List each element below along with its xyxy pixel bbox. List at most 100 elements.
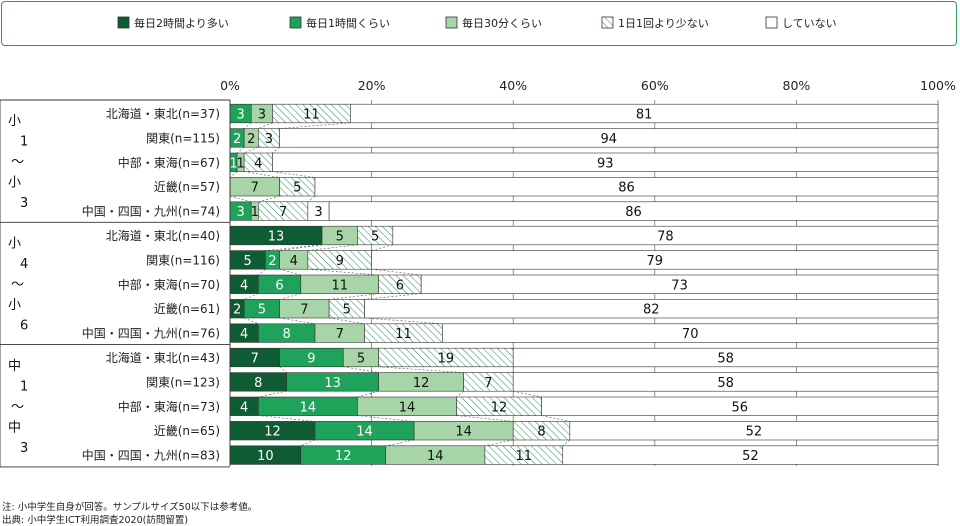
legend-swatch-3 xyxy=(601,16,614,29)
category-label: 中国・四国・九州(n=83) xyxy=(82,448,220,463)
connector-line xyxy=(258,390,287,398)
bar-segment xyxy=(371,250,939,270)
data-label: 7 xyxy=(484,376,492,391)
connector-line xyxy=(279,244,323,251)
data-label: 82 xyxy=(643,303,660,318)
legend-label-2: 毎日30分くらい xyxy=(462,17,542,30)
data-label: 2 xyxy=(233,132,241,147)
connector-line xyxy=(229,171,238,178)
legend-label-1: 毎日1時間くらい xyxy=(306,17,390,30)
data-label: 6 xyxy=(275,278,283,293)
source-note: 出典: 小中学生ICT利用調査2020(訪問留置) xyxy=(2,515,189,526)
group-label-part: 中 xyxy=(8,359,21,374)
connector-line xyxy=(456,390,464,398)
data-label: 11 xyxy=(303,108,320,123)
connector-line xyxy=(541,415,570,422)
data-label: 6 xyxy=(396,278,404,293)
x-tick-label-4: 80% xyxy=(783,78,811,93)
connector-line xyxy=(371,244,393,251)
data-label: 9 xyxy=(336,254,344,269)
group-label-0: 小 1 〜小 3 xyxy=(8,114,28,211)
data-label: 12 xyxy=(413,376,430,391)
data-label: 5 xyxy=(357,352,365,367)
connector-line xyxy=(258,415,315,422)
connector-line xyxy=(265,244,323,251)
legend-item-3: 1日1回より少ない xyxy=(601,16,709,30)
data-label: 13 xyxy=(324,376,341,391)
group-label-part: 小 xyxy=(8,236,21,251)
group-label-part: 4 xyxy=(20,257,28,272)
connector-line xyxy=(300,439,316,447)
data-label: 70 xyxy=(682,327,699,342)
connector-line xyxy=(329,293,379,300)
x-tick-label-2: 40% xyxy=(499,78,527,93)
data-label: 8 xyxy=(254,376,262,391)
category-label: 北海道・東北(n=43) xyxy=(106,350,220,365)
connector-line xyxy=(258,122,273,129)
connector-line xyxy=(279,366,287,373)
category-label: 北海道・東北(n=40) xyxy=(106,228,220,243)
connector-line xyxy=(244,146,259,154)
data-label: 2 xyxy=(233,303,241,318)
connector-line xyxy=(244,317,259,325)
data-label: 86 xyxy=(625,205,642,220)
data-label: 2 xyxy=(247,132,255,147)
bar-segment xyxy=(562,445,939,465)
data-label: 4 xyxy=(240,400,248,415)
data-label: 56 xyxy=(731,400,748,415)
connector-line xyxy=(456,415,514,422)
data-label: 52 xyxy=(742,449,759,464)
data-label: 14 xyxy=(455,425,472,440)
data-label: 11 xyxy=(516,449,533,464)
data-label: 4 xyxy=(290,254,298,269)
connector-line xyxy=(357,390,379,398)
connector-line xyxy=(279,268,301,276)
connector-line xyxy=(307,268,379,276)
legend-item-4: していない xyxy=(765,16,837,30)
data-label: 3 xyxy=(236,108,244,123)
connector-line xyxy=(279,122,351,129)
footnote: 注: 小中学生自身が回答。サンプルサイズ50以下は参考値。 xyxy=(2,502,258,513)
data-label: 5 xyxy=(343,303,351,318)
connector-line xyxy=(244,293,259,300)
connector-line xyxy=(343,366,379,373)
bar-segment xyxy=(392,225,939,246)
data-label: 7 xyxy=(300,303,308,318)
legend-swatch-0 xyxy=(117,16,130,29)
category-label: 近畿(n=57) xyxy=(154,180,220,194)
connector-line xyxy=(279,317,316,325)
group-label-part: 3 xyxy=(20,441,28,456)
connector-line xyxy=(562,439,571,447)
legend-label-3: 1日1回より少ない xyxy=(618,17,709,30)
legend-label-0: 毎日2時間より多い xyxy=(134,16,229,30)
legend-item-1: 毎日1時間くらい xyxy=(289,16,390,30)
data-label: 7 xyxy=(251,181,259,196)
bar-segment xyxy=(541,396,939,416)
data-label: 1 xyxy=(236,156,244,171)
data-label: 7 xyxy=(251,352,259,367)
data-label: 3 xyxy=(258,108,266,123)
data-label: 11 xyxy=(331,278,348,293)
bar-segment xyxy=(314,177,939,197)
legend-item-0: 毎日2時間より多い xyxy=(117,16,229,30)
group-label-part: 小 xyxy=(8,114,21,129)
data-label: 3 xyxy=(265,132,273,147)
x-tick-label-3: 60% xyxy=(641,78,669,93)
group-label-part: 小 xyxy=(8,176,21,191)
connector-line xyxy=(329,317,365,325)
connector-line xyxy=(258,268,266,276)
data-label: 3 xyxy=(314,205,322,220)
data-label: 5 xyxy=(244,254,252,269)
data-label: 7 xyxy=(336,327,344,342)
bar-segment xyxy=(512,372,939,392)
category-label: 中国・四国・九州(n=76) xyxy=(82,326,220,341)
data-label: 14 xyxy=(399,400,416,415)
category-label: 近畿(n=61) xyxy=(154,302,220,316)
group-label-part: 1 xyxy=(20,135,28,150)
data-label: 86 xyxy=(618,181,635,196)
connector-line xyxy=(279,293,301,300)
connector-line xyxy=(258,195,280,203)
group-label-1: 小 4 〜小 6 xyxy=(8,236,28,333)
bar-segment xyxy=(569,421,939,441)
